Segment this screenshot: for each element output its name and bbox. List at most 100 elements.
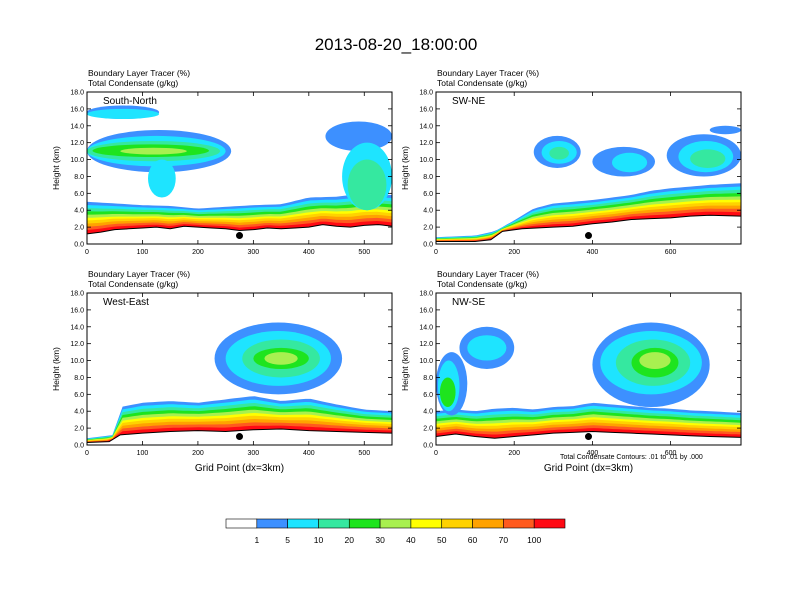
colorbar-swatch	[410, 518, 443, 529]
y-axis-label: Height (km)	[400, 146, 410, 190]
tracer-field	[436, 125, 741, 244]
y-tick-label: 6.0	[423, 191, 433, 198]
x-tick-label: 0	[85, 450, 89, 457]
x-tick-label: 200	[508, 249, 520, 256]
y-tick-label: 18.0	[70, 291, 84, 298]
terrain-line	[87, 428, 392, 443]
y-tick-label: 18.0	[419, 291, 433, 298]
colorbar-label: 100	[527, 535, 541, 545]
cloud-region	[690, 149, 726, 168]
y-tick-label: 16.0	[419, 106, 433, 113]
y-tick-label: 10.0	[419, 358, 433, 365]
cloud-region	[611, 152, 648, 173]
y-tick-label: 4.0	[74, 409, 84, 416]
y-tick-label: 14.0	[419, 123, 433, 130]
panel-frame	[435, 292, 742, 446]
field-label-tracer: Boundary Layer Tracer (%)	[437, 68, 539, 78]
y-tick-label: 16.0	[70, 106, 84, 113]
y-tick-label: 4.0	[423, 409, 433, 416]
panel-west-east: Boundary Layer Tracer (%)Total Condensat…	[51, 269, 393, 474]
x-axis-label: Grid Point (dx=3km)	[544, 463, 633, 474]
field-label-tracer: Boundary Layer Tracer (%)	[88, 68, 190, 78]
y-tick-label: 0.0	[74, 242, 84, 249]
y-tick-label: 14.0	[70, 123, 84, 130]
y-tick-label: 10.0	[419, 157, 433, 164]
y-tick-label: 8.0	[423, 174, 433, 181]
cloud-region	[347, 159, 387, 211]
colorbar-swatch	[441, 518, 473, 529]
y-tick-label: 6.0	[74, 392, 84, 399]
colorbar-swatch	[287, 518, 319, 529]
x-tick-label: 400	[303, 249, 315, 256]
colorbar-label: 1	[254, 535, 259, 545]
panel-title: NW-SE	[452, 297, 485, 308]
y-tick-label: 6.0	[74, 191, 84, 198]
y-tick-label: 0.0	[423, 443, 433, 450]
colorbar-label: 30	[375, 535, 385, 545]
x-tick-label: 0	[85, 249, 89, 256]
terrain-line	[436, 430, 741, 439]
field-label-condensate: Total Condensate (g/kg)	[437, 78, 527, 88]
location-marker	[585, 232, 592, 240]
colorbar-label: 70	[499, 535, 509, 545]
y-tick-label: 6.0	[423, 392, 433, 399]
y-axis-label: Height (km)	[51, 146, 61, 190]
x-tick-label: 200	[192, 249, 204, 256]
y-tick-label: 2.0	[74, 426, 84, 433]
cloud-region	[549, 146, 569, 160]
x-tick-label: 100	[137, 450, 149, 457]
x-tick-label: 600	[665, 249, 677, 256]
panel-title: South-North	[103, 96, 157, 107]
cloud-region	[264, 352, 298, 365]
x-tick-label: 0	[434, 450, 438, 457]
field-label-tracer: Boundary Layer Tracer (%)	[437, 269, 539, 279]
panel-frame	[86, 91, 393, 245]
colorbar-swatch	[533, 518, 566, 529]
y-tick-label: 0.0	[423, 242, 433, 249]
tracer-field	[436, 322, 741, 445]
colorbar-swatch	[503, 518, 535, 529]
colorbar: 1 5 10 20 30 40 50 60 70 100	[225, 518, 566, 545]
y-tick-label: 4.0	[423, 208, 433, 215]
colorbar-label: 40	[406, 535, 416, 545]
terrain-fill	[436, 215, 741, 244]
x-tick-label: 0	[434, 249, 438, 256]
cloud-region	[87, 108, 160, 120]
location-marker	[236, 433, 243, 441]
field-label-tracer: Boundary Layer Tracer (%)	[88, 269, 190, 279]
x-tick-label: 500	[358, 249, 370, 256]
x-tick-label: 200	[192, 450, 204, 457]
y-tick-label: 12.0	[70, 341, 84, 348]
cloud-region	[325, 121, 392, 152]
y-tick-label: 16.0	[70, 307, 84, 314]
colorbar-swatch	[256, 518, 288, 529]
contour-footnote: Total Condensate Contours: .01 to .01 by…	[560, 454, 703, 461]
panel-frame	[435, 91, 742, 245]
panel-south-north: Boundary Layer Tracer (%)Total Condensat…	[51, 68, 393, 256]
colorbar-swatch	[318, 518, 350, 529]
x-tick-label: 400	[587, 450, 599, 457]
y-tick-label: 2.0	[74, 225, 84, 232]
colorbar-label: 60	[468, 535, 478, 545]
colorbar-swatch	[472, 518, 504, 529]
y-tick-label: 2.0	[423, 225, 433, 232]
field-label-condensate: Total Condensate (g/kg)	[88, 279, 178, 289]
x-tick-label: 500	[358, 450, 370, 457]
cloud-region	[148, 159, 176, 198]
colorbar-label: 50	[437, 535, 447, 545]
y-axis-label: Height (km)	[400, 347, 410, 391]
panel-sw-ne: Boundary Layer Tracer (%)Total Condensat…	[400, 68, 742, 256]
panel-title: West-East	[103, 297, 149, 308]
y-tick-label: 10.0	[70, 358, 84, 365]
y-tick-label: 18.0	[70, 90, 84, 97]
y-tick-label: 8.0	[74, 174, 84, 181]
y-tick-label: 14.0	[419, 324, 433, 331]
y-tick-label: 8.0	[423, 375, 433, 382]
panel-nw-se: Boundary Layer Tracer (%) Total Condensat…	[400, 269, 742, 474]
figure-title: 2013-08-20_18:00:00	[315, 35, 478, 54]
cloud-region	[709, 125, 741, 135]
y-axis-label: Height (km)	[51, 347, 61, 391]
x-tick-label: 100	[137, 249, 149, 256]
location-marker	[585, 433, 592, 441]
